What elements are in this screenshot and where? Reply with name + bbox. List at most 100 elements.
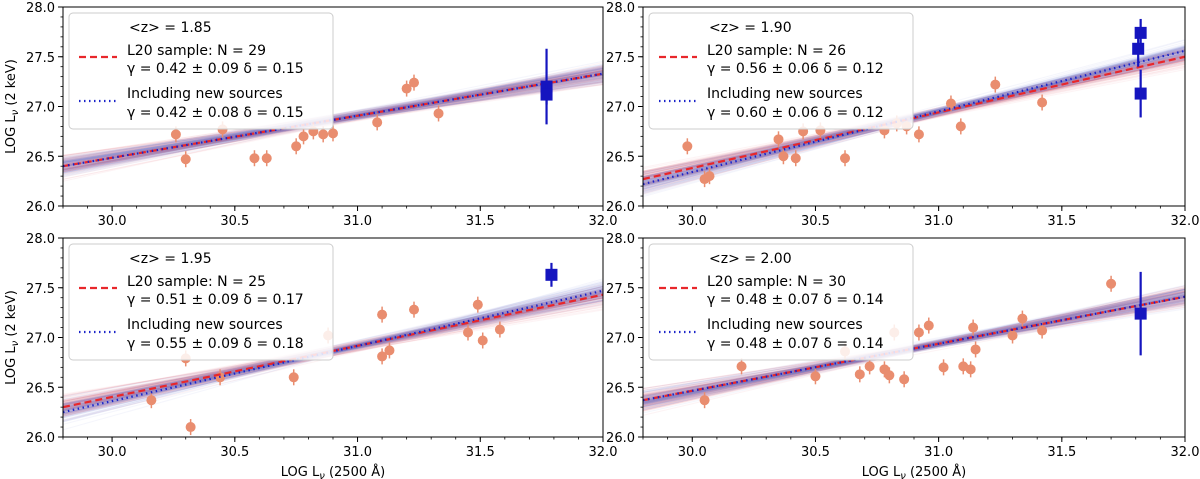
bootstrap-line — [643, 288, 1185, 411]
bootstrap-line — [643, 53, 1185, 178]
bootstrap-line — [643, 51, 1185, 187]
bootstrap-line — [643, 56, 1185, 187]
x-axis-label: LOG Lν (2500 Å) — [281, 464, 385, 479]
legend-box — [648, 243, 914, 361]
new-point — [1134, 87, 1147, 100]
legend-header: <z> = 1.95 — [129, 251, 212, 267]
legend-new-params: γ = 0.55 ± 0.09 δ = 0.18 — [127, 336, 304, 352]
bootstrap-line — [643, 296, 1185, 405]
l20-point — [682, 141, 693, 152]
bootstrap-line — [643, 295, 1185, 408]
bootstrap-line — [643, 291, 1185, 409]
bootstrap-line — [643, 44, 1185, 184]
bootstrap-line — [643, 294, 1185, 411]
l20-point — [840, 153, 851, 164]
new-points — [540, 48, 553, 125]
legend-box — [648, 12, 914, 130]
y-axis-label: LOG Lν (2 keV) — [4, 59, 21, 154]
l20-point — [965, 364, 976, 375]
bootstrap-line — [643, 58, 1185, 184]
bootstrap-line — [643, 52, 1185, 186]
bootstrap-line — [643, 49, 1185, 192]
bootstrap-line — [643, 297, 1185, 397]
bootstrap-line — [643, 295, 1185, 398]
y-tick-label: 28.0 — [606, 232, 635, 247]
y-tick-label: 27.5 — [606, 51, 635, 66]
x-tick-label: 32.0 — [1171, 445, 1200, 460]
legend-new-label: Including new sources — [707, 86, 863, 102]
bootstrap-line — [643, 296, 1185, 404]
l20-point — [384, 345, 395, 356]
bootstrap-line — [643, 53, 1185, 179]
bootstrap-line — [643, 293, 1185, 399]
bootstrap-line — [643, 296, 1185, 406]
bootstrap-line — [643, 296, 1185, 398]
bootstrap-line — [643, 67, 1185, 175]
new-fit-line — [643, 295, 1185, 402]
bootstrap-line — [643, 302, 1185, 398]
bootstrap-line — [643, 299, 1185, 393]
legend-l20-params: γ = 0.56 ± 0.06 δ = 0.12 — [707, 61, 884, 77]
bootstrap-line — [643, 297, 1185, 405]
l20-point — [864, 361, 875, 372]
l20-point — [249, 153, 260, 164]
bootstrap-line — [643, 46, 1185, 195]
bootstrap-line — [643, 304, 1185, 390]
l20-points — [170, 74, 444, 168]
bootstrap-line — [643, 45, 1185, 188]
bootstrap-line — [643, 293, 1185, 395]
y-tick-label: 27.5 — [26, 51, 55, 66]
bootstrap-line — [643, 300, 1185, 393]
x-tick-label: 31.5 — [466, 214, 495, 229]
legend-l20-params: γ = 0.42 ± 0.09 δ = 0.15 — [127, 61, 304, 77]
y-tick-label: 28.0 — [26, 1, 55, 16]
new-point — [1134, 26, 1147, 39]
l20-point — [970, 344, 981, 355]
x-tick-label: 31.5 — [466, 445, 495, 460]
bootstrap-line — [643, 53, 1185, 178]
new-points — [1132, 18, 1147, 118]
bootstrap-line — [643, 69, 1185, 175]
bootstrap-line — [643, 296, 1185, 398]
bootstrap-line — [643, 48, 1185, 184]
bootstrap-line — [643, 52, 1185, 188]
l20-point — [401, 83, 412, 94]
x-tick-label: 30.0 — [678, 214, 707, 229]
l20-point — [409, 77, 419, 88]
bootstrap-line — [643, 296, 1185, 405]
l20-point — [790, 153, 801, 164]
l20-point — [288, 372, 299, 383]
bootstrap-line — [643, 289, 1185, 404]
bootstrap-line — [643, 295, 1185, 408]
bootstrap-line — [643, 47, 1185, 185]
bootstrap-line — [643, 296, 1185, 398]
bootstrap-line — [643, 295, 1185, 404]
bootstrap-line — [643, 57, 1185, 186]
bootstrap-line — [643, 299, 1185, 403]
bootstrap-line — [643, 289, 1185, 414]
new-fit-line — [63, 72, 603, 168]
legend: <z> = 1.95 L20 sample: N = 25 γ = 0.51 ± 0… — [68, 243, 334, 361]
y-tick-label: 26.5 — [26, 150, 55, 165]
bootstrap-line — [643, 295, 1185, 397]
bootstrap-line — [643, 293, 1185, 395]
bootstrap-line — [643, 48, 1185, 185]
legend-l20-label: L20 sample: N = 29 — [127, 43, 266, 59]
bootstrap-line — [643, 291, 1185, 404]
bootstrap-line — [643, 307, 1185, 394]
bootstrap-line — [643, 300, 1185, 402]
l20-point — [328, 128, 338, 139]
bootstrap-line — [643, 297, 1185, 395]
x-tick-label: 31.5 — [1047, 445, 1076, 460]
bootstrap-line — [643, 289, 1185, 405]
bootstrap-line — [643, 60, 1185, 174]
legend-new-params: γ = 0.42 ± 0.08 δ = 0.15 — [127, 105, 304, 121]
new-point — [540, 88, 553, 101]
bootstrap-line — [643, 46, 1185, 185]
bootstrap-line — [643, 60, 1185, 181]
x-tick-label: 30.0 — [678, 445, 707, 460]
bootstrap-line — [643, 54, 1185, 174]
bootstrap-line — [643, 296, 1185, 403]
bootstrap-line — [643, 39, 1185, 186]
